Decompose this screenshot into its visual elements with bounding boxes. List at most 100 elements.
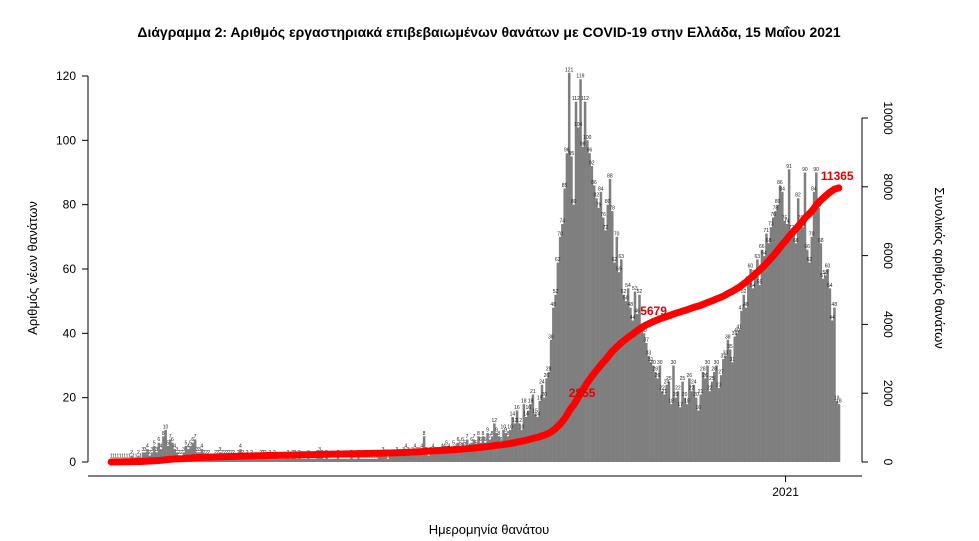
bar (758, 285, 761, 462)
bar-value-label: 5 (459, 440, 462, 446)
bar (452, 445, 455, 462)
bar-value-label: 54 (750, 283, 756, 289)
bar-value-label: 112 (572, 96, 580, 102)
bar-value-label: 48 (550, 302, 556, 308)
bar (336, 455, 340, 462)
bar-value-label: 8 (482, 431, 485, 437)
bar (611, 211, 614, 462)
bar-value-label: 48 (832, 302, 838, 308)
bar-value-label: 48 (628, 302, 634, 308)
bar-value-label: 1 (128, 453, 131, 459)
bar-value-label: 112 (581, 96, 589, 102)
bar (171, 442, 174, 462)
bar-value-label: 6 (171, 437, 174, 443)
bar-value-label: 2 (130, 450, 133, 456)
bar (572, 204, 575, 463)
bar (805, 249, 809, 462)
bar (368, 458, 371, 462)
bar (438, 452, 442, 462)
bar (801, 227, 804, 462)
bar (293, 455, 297, 462)
bar-value-label: 73 (768, 222, 774, 228)
chart-title: Διάγραμμα 2: Αριθμός εργαστηριακά επιβεβ… (137, 24, 840, 40)
bar-value-label: 27 (718, 370, 724, 376)
bar (565, 153, 569, 462)
bar-value-label: 98 (580, 141, 586, 147)
bar (352, 458, 356, 462)
bar-value-label: 1 (126, 453, 129, 459)
bar (760, 249, 764, 462)
bar-value-label: 28 (652, 366, 658, 372)
cumulative-annotation: 2855 (569, 386, 596, 400)
bar-value-label: 33 (646, 350, 652, 356)
bar (561, 223, 564, 462)
bar (783, 220, 786, 462)
bar (574, 101, 578, 462)
bar-value-label: 40 (734, 328, 740, 334)
bar (588, 153, 591, 462)
bar-value-label: 6 (457, 437, 460, 443)
bar (595, 198, 598, 463)
bar-value-label: 6 (479, 437, 482, 443)
bar-value-label: 52 (621, 289, 627, 295)
bar-value-label: 28 (711, 366, 717, 372)
x-axis-label: Ημερομηνία θανάτου (429, 522, 550, 537)
y-tick-label: 120 (56, 69, 76, 83)
bar-value-label: 9 (495, 428, 498, 434)
bar-value-label: 2 (137, 450, 140, 456)
bar-value-label: 18 (521, 399, 527, 405)
bar-value-label: 5 (445, 440, 448, 446)
bar-value-label: 32 (720, 354, 726, 360)
bar (475, 445, 478, 462)
bar (753, 275, 757, 462)
bar (141, 452, 145, 462)
bar-value-label: 10 (501, 424, 507, 430)
bar-value-label: 121 (565, 67, 574, 73)
y-tick-label: 60 (63, 262, 77, 276)
bar (756, 259, 759, 462)
bar (613, 262, 616, 462)
bar-value-label: 62 (555, 257, 561, 263)
y-tick-label: 40 (63, 326, 77, 340)
bar (674, 397, 678, 462)
bar (397, 455, 401, 462)
bar (796, 198, 800, 463)
bar-value-label: 31 (730, 357, 736, 363)
bar (164, 429, 167, 462)
bar (454, 449, 458, 462)
bar-value-label: 16 (525, 405, 531, 411)
bar (372, 458, 376, 462)
bar (359, 458, 362, 462)
bar (436, 452, 439, 462)
bar (701, 371, 705, 462)
bar-value-label: 1 (117, 453, 120, 459)
bar-value-label: 8 (477, 431, 480, 437)
y-axis-label: Αριθμός νέων θανάτων (25, 201, 40, 335)
bar-value-label: 68 (793, 238, 799, 244)
bar-value-label: 86 (777, 180, 783, 186)
bar-value-label: 9 (486, 428, 489, 434)
bar-value-label: 44 (829, 315, 835, 321)
bar-value-label: 8 (491, 431, 494, 437)
bar-value-label: 54 (625, 283, 631, 289)
bar (706, 365, 709, 462)
bar-value-label: 2 (148, 450, 151, 456)
bar-value-label: 74 (559, 218, 565, 224)
bar-value-label: 4 (441, 444, 444, 450)
bar (651, 365, 655, 462)
bar-value-label: 80 (775, 199, 781, 205)
bar-value-label: 24 (691, 379, 697, 385)
x-tick-label: 2021 (772, 485, 799, 499)
bar (506, 436, 510, 462)
bar (663, 394, 666, 462)
bar (298, 455, 301, 462)
bar-value-label: 22 (707, 386, 713, 392)
bar-value-label: 2 (221, 450, 224, 456)
bar (327, 458, 331, 462)
bar (543, 397, 546, 462)
bar-value-label: 30 (650, 360, 656, 366)
bar-value-label: 4 (443, 444, 446, 450)
bar (529, 404, 532, 462)
bar (724, 355, 727, 462)
bar-value-label: 21 (698, 389, 704, 395)
